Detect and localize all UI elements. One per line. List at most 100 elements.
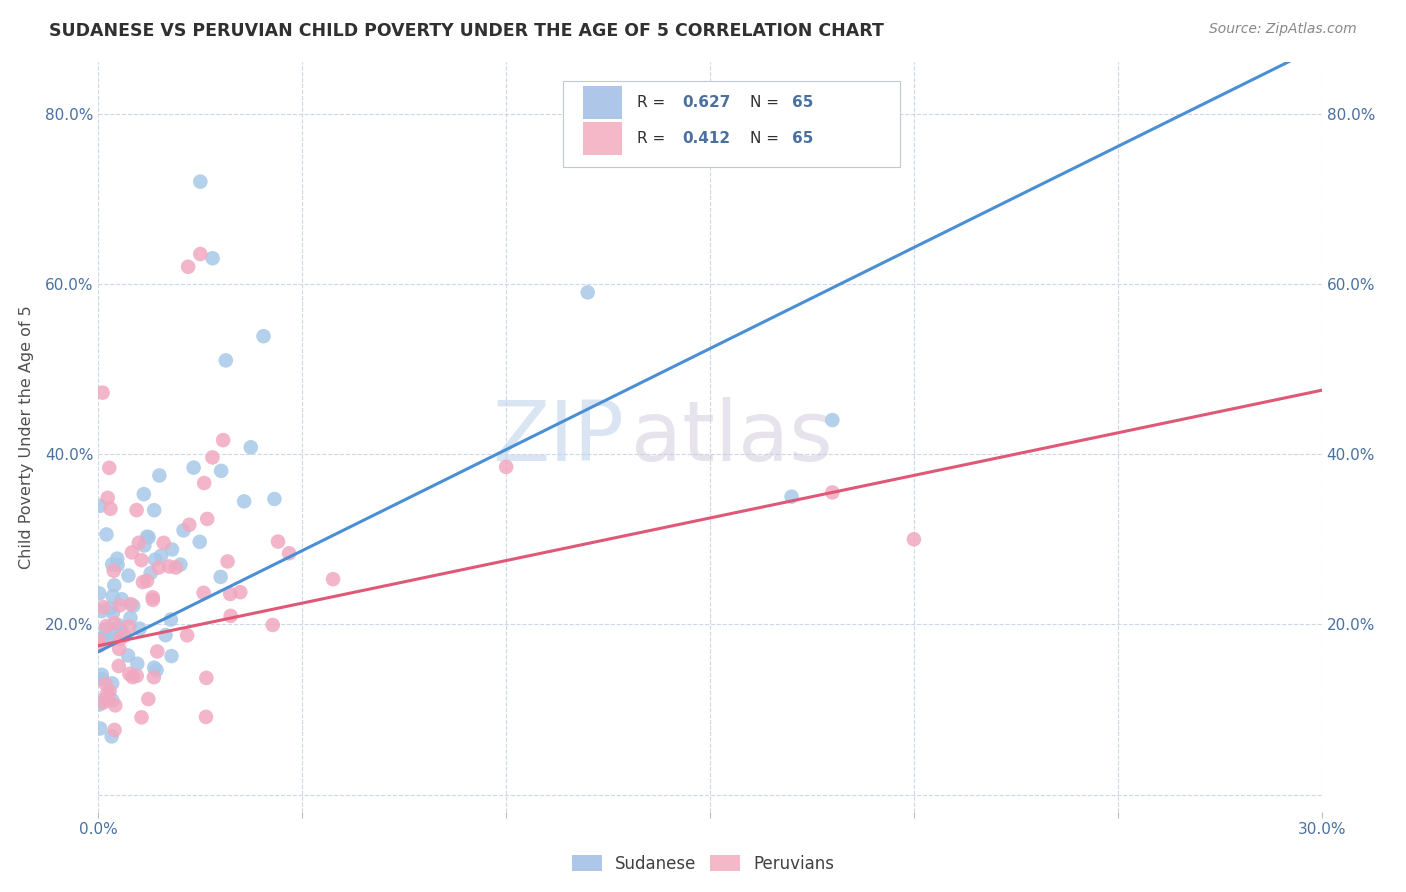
Point [91, 385, 114, 400]
Point [89, 632, 111, 646]
Point [131, 553, 153, 567]
Point [108, 622, 131, 636]
Point [195, 671, 218, 685]
Text: N =: N = [751, 131, 785, 146]
Point [145, 663, 167, 677]
Point [267, 534, 290, 549]
Point [188, 534, 211, 549]
Point [104, 628, 127, 642]
Point [194, 710, 217, 724]
Point [89, 639, 111, 653]
Point [89, 722, 111, 736]
Text: 65: 65 [792, 131, 813, 146]
Point [101, 606, 124, 620]
Point [122, 599, 145, 613]
Point [117, 648, 139, 663]
Point [110, 632, 132, 646]
Point [136, 692, 159, 706]
Point [780, 490, 803, 504]
Point [110, 629, 132, 643]
Point [219, 587, 242, 601]
Point [160, 648, 183, 663]
Point [134, 539, 156, 553]
Point [152, 536, 174, 550]
Text: 0.412: 0.412 [682, 131, 730, 146]
Point [217, 554, 239, 568]
Point [107, 558, 129, 572]
Point [143, 503, 166, 517]
Point [96, 619, 118, 633]
Point [107, 659, 129, 673]
Point [90, 604, 112, 618]
Point [576, 285, 599, 300]
Point [188, 175, 212, 189]
Point [495, 459, 517, 474]
Point [118, 667, 141, 681]
Point [108, 641, 131, 656]
Text: 0.627: 0.627 [682, 95, 730, 110]
Point [209, 570, 232, 584]
Point [90, 668, 112, 682]
Text: ZIP: ZIP [492, 397, 624, 477]
Point [93, 631, 115, 645]
Point [212, 433, 235, 447]
Text: SUDANESE VS PERUVIAN CHILD POVERTY UNDER THE AGE OF 5 CORRELATION CHART: SUDANESE VS PERUVIAN CHILD POVERTY UNDER… [49, 22, 884, 40]
Point [101, 676, 124, 690]
Point [94, 622, 117, 636]
Point [229, 585, 252, 599]
Point [132, 487, 155, 501]
Point [278, 546, 301, 560]
Point [201, 252, 224, 266]
FancyBboxPatch shape [564, 81, 900, 168]
Y-axis label: Child Poverty Under the Age of 5: Child Poverty Under the Age of 5 [18, 305, 34, 569]
Point [150, 549, 173, 563]
Point [100, 501, 122, 516]
Point [131, 710, 153, 724]
Point [136, 574, 159, 588]
Point [108, 618, 131, 632]
Point [125, 669, 148, 683]
Point [125, 503, 148, 517]
Point [821, 485, 844, 500]
Point [148, 560, 170, 574]
Point [157, 559, 180, 574]
Legend: Sudanese, Peruvians: Sudanese, Peruvians [565, 848, 841, 880]
Point [104, 698, 127, 713]
Point [262, 618, 284, 632]
Point [215, 353, 238, 368]
Point [165, 560, 187, 574]
Point [143, 661, 166, 675]
Point [120, 611, 142, 625]
Point [100, 730, 122, 744]
Point [903, 533, 925, 547]
Point [103, 616, 125, 631]
Point [98, 684, 121, 698]
Point [155, 628, 177, 642]
Point [136, 530, 159, 544]
Point [219, 608, 242, 623]
Point [193, 475, 215, 490]
Point [105, 551, 128, 566]
Point [93, 696, 115, 710]
Point [118, 619, 141, 633]
Point [239, 440, 262, 454]
Point [114, 629, 136, 643]
Point [101, 558, 124, 572]
Point [94, 677, 117, 691]
Point [201, 450, 224, 465]
Point [103, 578, 125, 592]
FancyBboxPatch shape [583, 122, 621, 155]
Point [111, 592, 134, 607]
Point [139, 566, 162, 580]
Text: atlas: atlas [630, 397, 832, 477]
Point [143, 552, 166, 566]
Point [188, 247, 212, 261]
Point [97, 491, 120, 505]
Point [177, 260, 200, 274]
FancyBboxPatch shape [583, 86, 621, 119]
Point [128, 622, 150, 636]
Point [169, 558, 191, 572]
Point [101, 693, 124, 707]
Point [821, 413, 844, 427]
Point [132, 575, 155, 590]
